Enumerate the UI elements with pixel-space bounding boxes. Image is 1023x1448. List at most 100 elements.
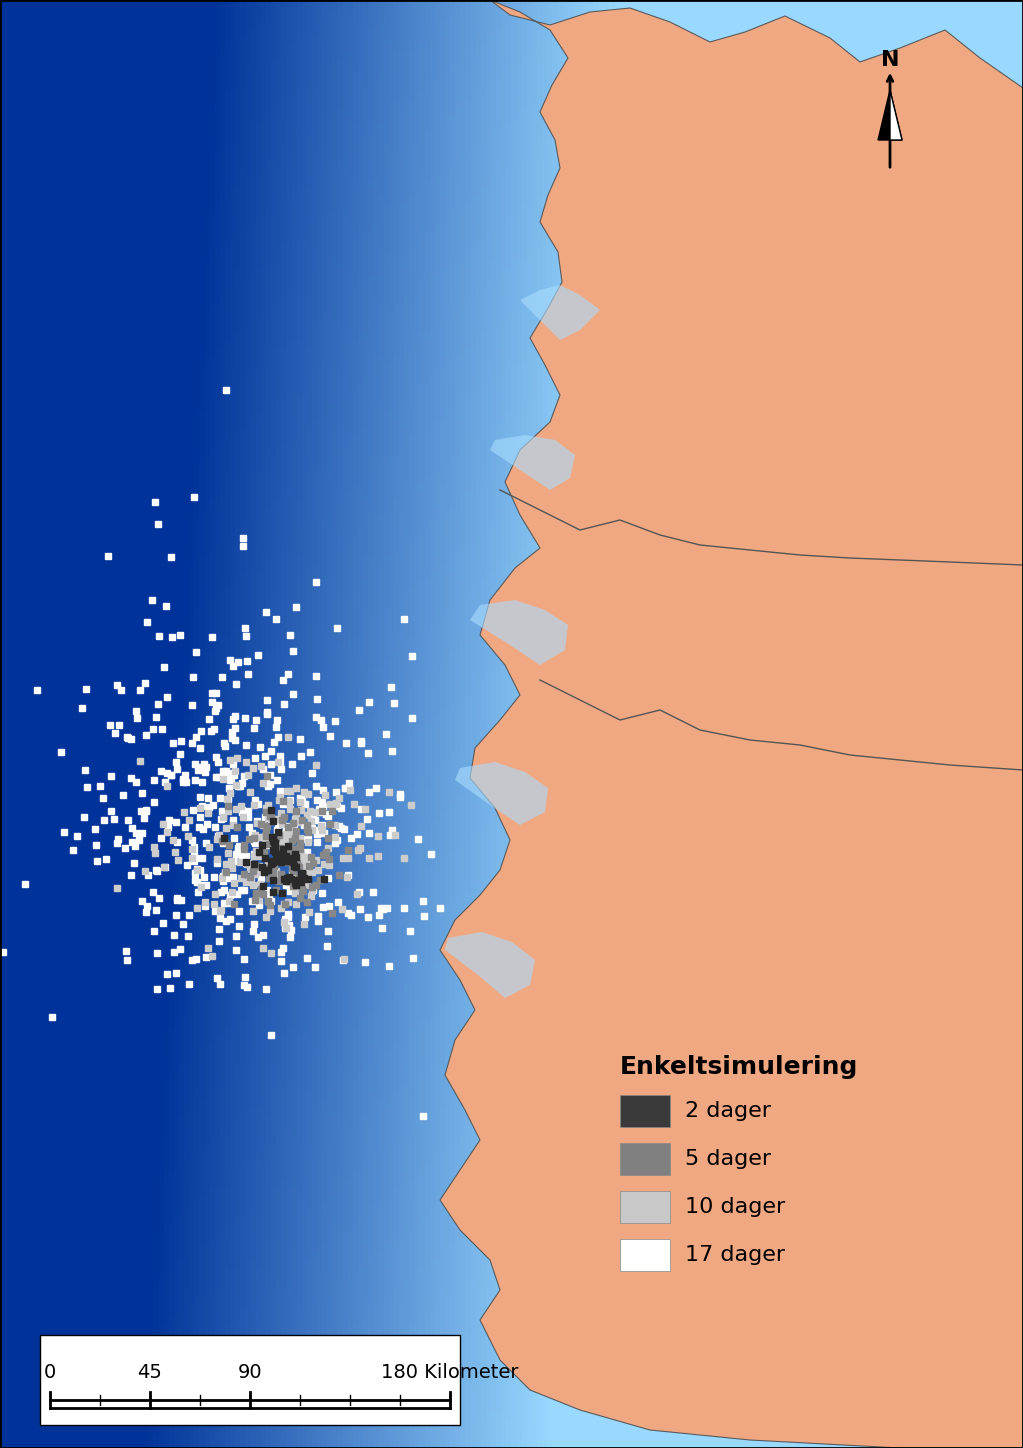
Bar — [250, 830, 256, 835]
Bar — [279, 891, 285, 896]
Bar — [264, 710, 270, 715]
Bar — [401, 617, 407, 623]
Bar — [338, 805, 344, 811]
Bar — [246, 772, 252, 778]
Bar — [401, 905, 406, 911]
Bar — [124, 948, 130, 954]
Bar — [409, 715, 415, 721]
Bar — [354, 831, 360, 837]
Bar — [268, 860, 274, 867]
Bar — [294, 901, 300, 906]
Bar — [257, 834, 263, 840]
Bar — [244, 670, 251, 678]
Bar — [267, 782, 273, 788]
Bar — [270, 876, 276, 882]
Bar — [308, 893, 314, 899]
Bar — [267, 908, 273, 914]
Bar — [293, 604, 299, 610]
Bar — [275, 859, 281, 864]
Bar — [253, 891, 259, 896]
Bar — [280, 678, 286, 683]
Bar — [223, 860, 228, 867]
Bar — [362, 807, 368, 812]
Bar — [274, 873, 280, 879]
Bar — [244, 814, 251, 821]
Bar — [251, 869, 256, 875]
Bar — [263, 986, 269, 992]
Bar — [251, 834, 257, 840]
Bar — [220, 776, 226, 782]
Bar — [265, 815, 271, 821]
Bar — [329, 808, 336, 814]
Text: 90: 90 — [237, 1363, 262, 1381]
Bar — [233, 782, 239, 788]
Polygon shape — [490, 434, 575, 489]
Bar — [196, 744, 203, 752]
Bar — [254, 820, 260, 825]
Bar — [242, 879, 249, 885]
Bar — [241, 846, 248, 851]
Bar — [197, 794, 204, 799]
Bar — [267, 814, 273, 820]
Bar — [295, 882, 301, 888]
Bar — [220, 815, 226, 821]
Bar — [221, 837, 227, 844]
Bar — [317, 877, 323, 883]
Bar — [278, 821, 284, 827]
Bar — [191, 877, 197, 883]
Bar — [125, 734, 130, 740]
Bar — [293, 862, 299, 867]
Bar — [253, 898, 259, 904]
Bar — [190, 844, 196, 850]
Bar — [387, 809, 392, 815]
Bar — [370, 889, 376, 895]
Bar — [231, 857, 237, 864]
Bar — [253, 849, 259, 854]
Bar — [314, 696, 320, 702]
Bar — [236, 922, 242, 930]
Bar — [420, 912, 427, 919]
Bar — [194, 767, 201, 773]
Bar — [246, 876, 252, 882]
Bar — [178, 896, 184, 904]
Bar — [240, 543, 247, 549]
Bar — [199, 802, 206, 808]
Text: N: N — [881, 51, 899, 70]
Bar — [242, 715, 248, 721]
Bar — [150, 844, 157, 850]
Bar — [362, 959, 367, 964]
Bar — [264, 773, 270, 779]
Bar — [268, 807, 274, 814]
Bar — [170, 837, 176, 843]
Bar — [279, 801, 285, 807]
Bar — [251, 882, 257, 888]
Bar — [223, 825, 229, 831]
Bar — [206, 795, 212, 801]
Bar — [356, 707, 361, 712]
Bar — [193, 734, 199, 740]
Bar — [290, 964, 296, 970]
Bar — [221, 835, 227, 841]
Bar — [275, 847, 281, 853]
Bar — [226, 756, 232, 763]
Bar — [174, 766, 180, 772]
Bar — [236, 843, 242, 849]
Bar — [387, 831, 393, 838]
Bar — [297, 795, 303, 801]
Bar — [297, 895, 303, 901]
Bar — [212, 892, 218, 898]
Bar — [325, 856, 331, 862]
Bar — [238, 802, 244, 808]
Bar — [309, 869, 315, 875]
Bar — [249, 898, 255, 904]
Bar — [192, 762, 197, 767]
Bar — [266, 898, 271, 904]
Bar — [292, 825, 298, 831]
Bar — [85, 785, 90, 791]
Bar — [191, 494, 197, 501]
Bar — [215, 833, 221, 840]
Bar — [252, 754, 258, 760]
Bar — [165, 824, 171, 830]
Bar — [313, 783, 319, 789]
Bar — [235, 783, 241, 789]
